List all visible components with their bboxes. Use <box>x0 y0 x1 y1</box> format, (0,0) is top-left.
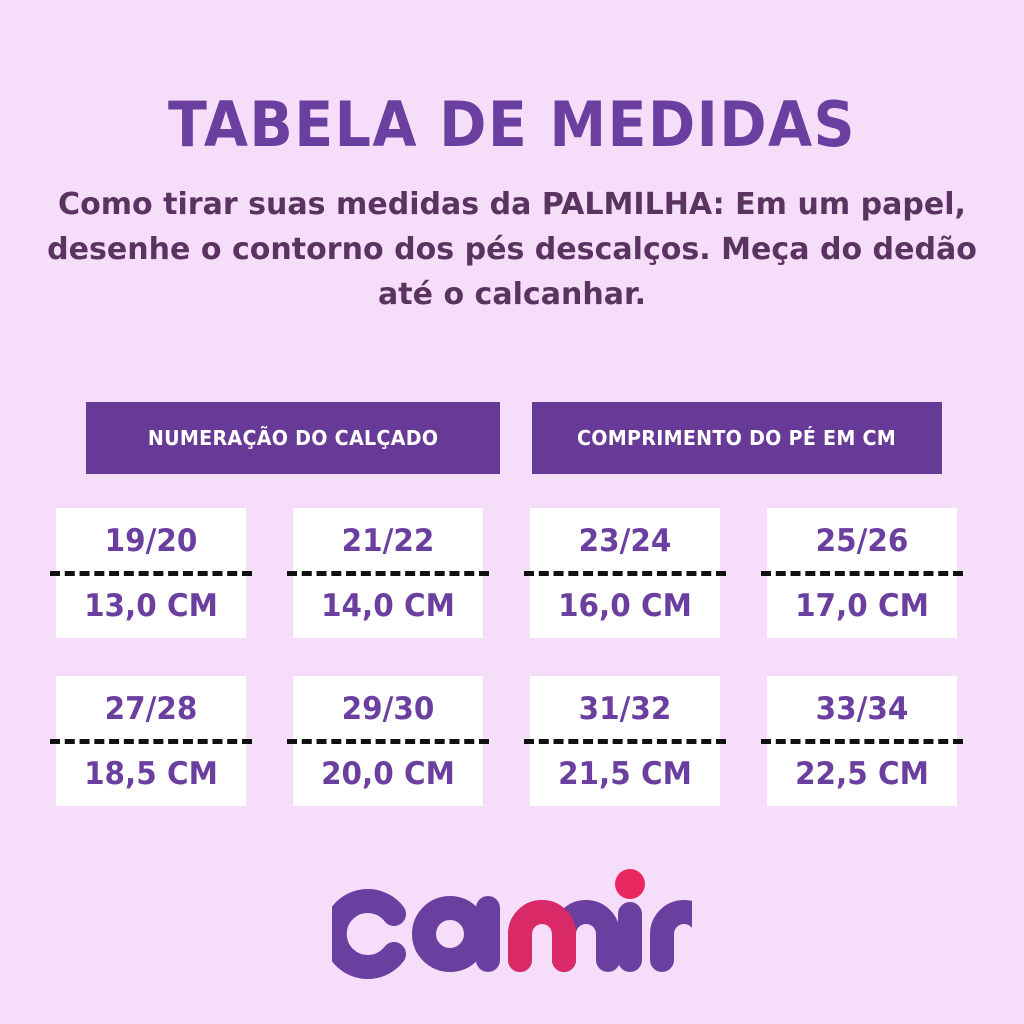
camin-logo-icon <box>332 869 692 979</box>
size-card: 21/22 14,0 CM <box>287 508 489 638</box>
dashed-divider <box>524 739 726 744</box>
size-card-number: 33/34 <box>815 690 909 727</box>
page-title: TABELA DE MEDIDAS <box>168 88 856 161</box>
size-card-length: 22,5 CM <box>795 755 929 792</box>
camin-logo <box>0 862 1024 982</box>
size-card: 29/30 20,0 CM <box>287 676 489 806</box>
logo-letter-n <box>650 900 692 972</box>
size-card-number: 23/24 <box>578 522 672 559</box>
size-card: 25/26 17,0 CM <box>761 508 963 638</box>
column-header-shoe-size: NUMERAÇÃO DO CALÇADO <box>86 402 500 474</box>
dashed-divider <box>287 739 489 744</box>
instructions-text: Como tirar suas medidas da PALMILHA: Em … <box>47 187 977 312</box>
size-card: 23/24 16,0 CM <box>524 508 726 638</box>
size-card-number: 25/26 <box>815 522 909 559</box>
size-card: 27/28 18,5 CM <box>50 676 252 806</box>
size-card: 33/34 22,5 CM <box>761 676 963 806</box>
dashed-divider <box>50 739 252 744</box>
size-card: 19/20 13,0 CM <box>50 508 252 638</box>
dashed-divider <box>50 571 252 576</box>
dashed-divider <box>524 571 726 576</box>
logo-letter-m-arch-one <box>508 900 576 972</box>
size-card-number: 31/32 <box>578 690 672 727</box>
size-card-length: 18,5 CM <box>84 755 218 792</box>
logo-letter-i-dot <box>615 869 645 899</box>
size-card-length: 13,0 CM <box>84 587 218 624</box>
logo-letter-a-bowl <box>412 896 488 972</box>
dashed-divider <box>761 739 963 744</box>
size-card-number: 19/20 <box>104 522 198 559</box>
size-card-length: 21,5 CM <box>558 755 692 792</box>
dashed-divider <box>287 571 489 576</box>
size-card-length: 17,0 CM <box>795 587 929 624</box>
logo-letter-c <box>332 889 406 979</box>
column-header-foot-length-label: COMPRIMENTO DO PÉ EM CM <box>577 426 897 450</box>
size-card-number: 27/28 <box>104 690 198 727</box>
size-card-length: 14,0 CM <box>321 587 455 624</box>
size-card: 31/32 21,5 CM <box>524 676 726 806</box>
column-header-foot-length: COMPRIMENTO DO PÉ EM CM <box>532 402 942 474</box>
size-card-number: 21/22 <box>341 522 435 559</box>
table-headers: NUMERAÇÃO DO CALÇADO COMPRIMENTO DO PÉ E… <box>86 402 942 474</box>
column-header-shoe-size-label: NUMERAÇÃO DO CALÇADO <box>147 426 439 450</box>
size-card-number: 29/30 <box>341 690 435 727</box>
size-card-length: 20,0 CM <box>321 755 455 792</box>
dashed-divider <box>761 571 963 576</box>
size-card-length: 16,0 CM <box>558 587 692 624</box>
size-card-grid: 19/20 13,0 CM 21/22 14,0 CM 23/24 16,0 C… <box>50 508 976 806</box>
